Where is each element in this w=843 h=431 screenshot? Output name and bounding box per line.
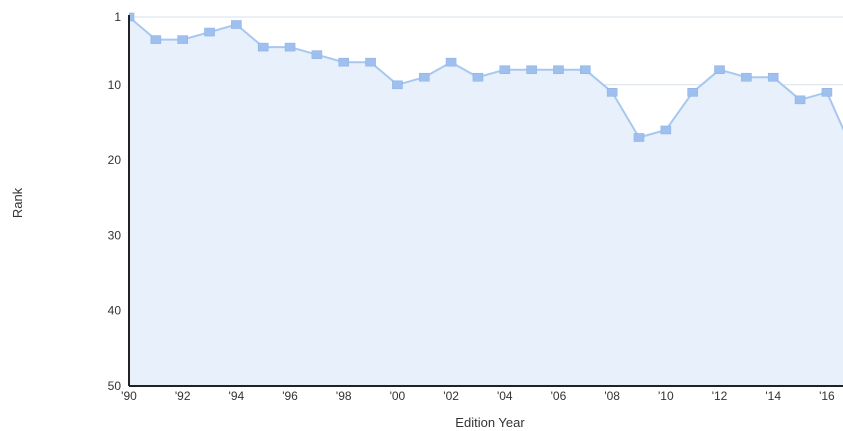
x-axis-ticks: '90 '92 '94 '96 '98 '00 '02 '04 '06 '08 '10 '12 '14 '… (121, 389, 835, 403)
data-point (714, 65, 725, 75)
data-point (257, 42, 269, 52)
x-tick-label: '90 (121, 389, 137, 403)
data-point (821, 88, 833, 97)
x-tick-label: '94 (229, 389, 245, 403)
data-point (338, 57, 350, 67)
x-tick-label: '16 (819, 389, 835, 403)
data-point (472, 72, 484, 82)
x-tick-label: '08 (604, 389, 620, 403)
y-tick-label: 50 (108, 379, 122, 393)
rank-area (129, 17, 843, 386)
x-tick-label: '00 (390, 389, 406, 403)
y-tick-label: 20 (108, 153, 122, 167)
x-tick-label: '96 (282, 389, 298, 403)
data-point (311, 50, 323, 59)
x-tick-label: '98 (336, 389, 352, 403)
data-point (767, 72, 779, 82)
y-tick-label: 10 (108, 78, 122, 92)
data-point (150, 35, 162, 44)
rank-line (129, 16, 843, 139)
y-tick-label: 40 (108, 304, 122, 318)
x-tick-label: '06 (551, 389, 567, 403)
x-tick-label: '92 (175, 389, 191, 403)
x-tick-label: '02 (443, 389, 459, 403)
data-point (660, 125, 672, 135)
x-axis-title: Edition Year (455, 415, 525, 430)
y-tick-label: 1 (114, 10, 121, 24)
data-point (526, 65, 537, 75)
y-tick-label: 30 (108, 228, 122, 242)
x-tick-label: '10 (658, 389, 674, 403)
data-point (553, 65, 564, 75)
data-point (231, 20, 242, 29)
data-point (365, 57, 376, 67)
y-axis-title: Rank (10, 187, 25, 218)
x-tick-label: '14 (765, 389, 781, 403)
data-point (606, 88, 618, 97)
x-tick-label: '04 (497, 389, 513, 403)
data-point (418, 72, 430, 82)
data-point (129, 12, 135, 22)
data-points (129, 12, 833, 142)
data-point (392, 80, 403, 90)
data-point (177, 35, 188, 44)
y-axis-ticks: 1 10 20 30 40 50 (108, 10, 122, 393)
data-point (445, 57, 457, 67)
data-point (741, 72, 752, 82)
data-point (284, 42, 296, 52)
data-point (204, 27, 215, 37)
data-point (499, 65, 511, 75)
data-point (580, 65, 591, 75)
x-tick-label: '12 (712, 389, 728, 403)
data-point (687, 88, 698, 97)
data-point (794, 95, 806, 105)
data-point (633, 133, 645, 142)
